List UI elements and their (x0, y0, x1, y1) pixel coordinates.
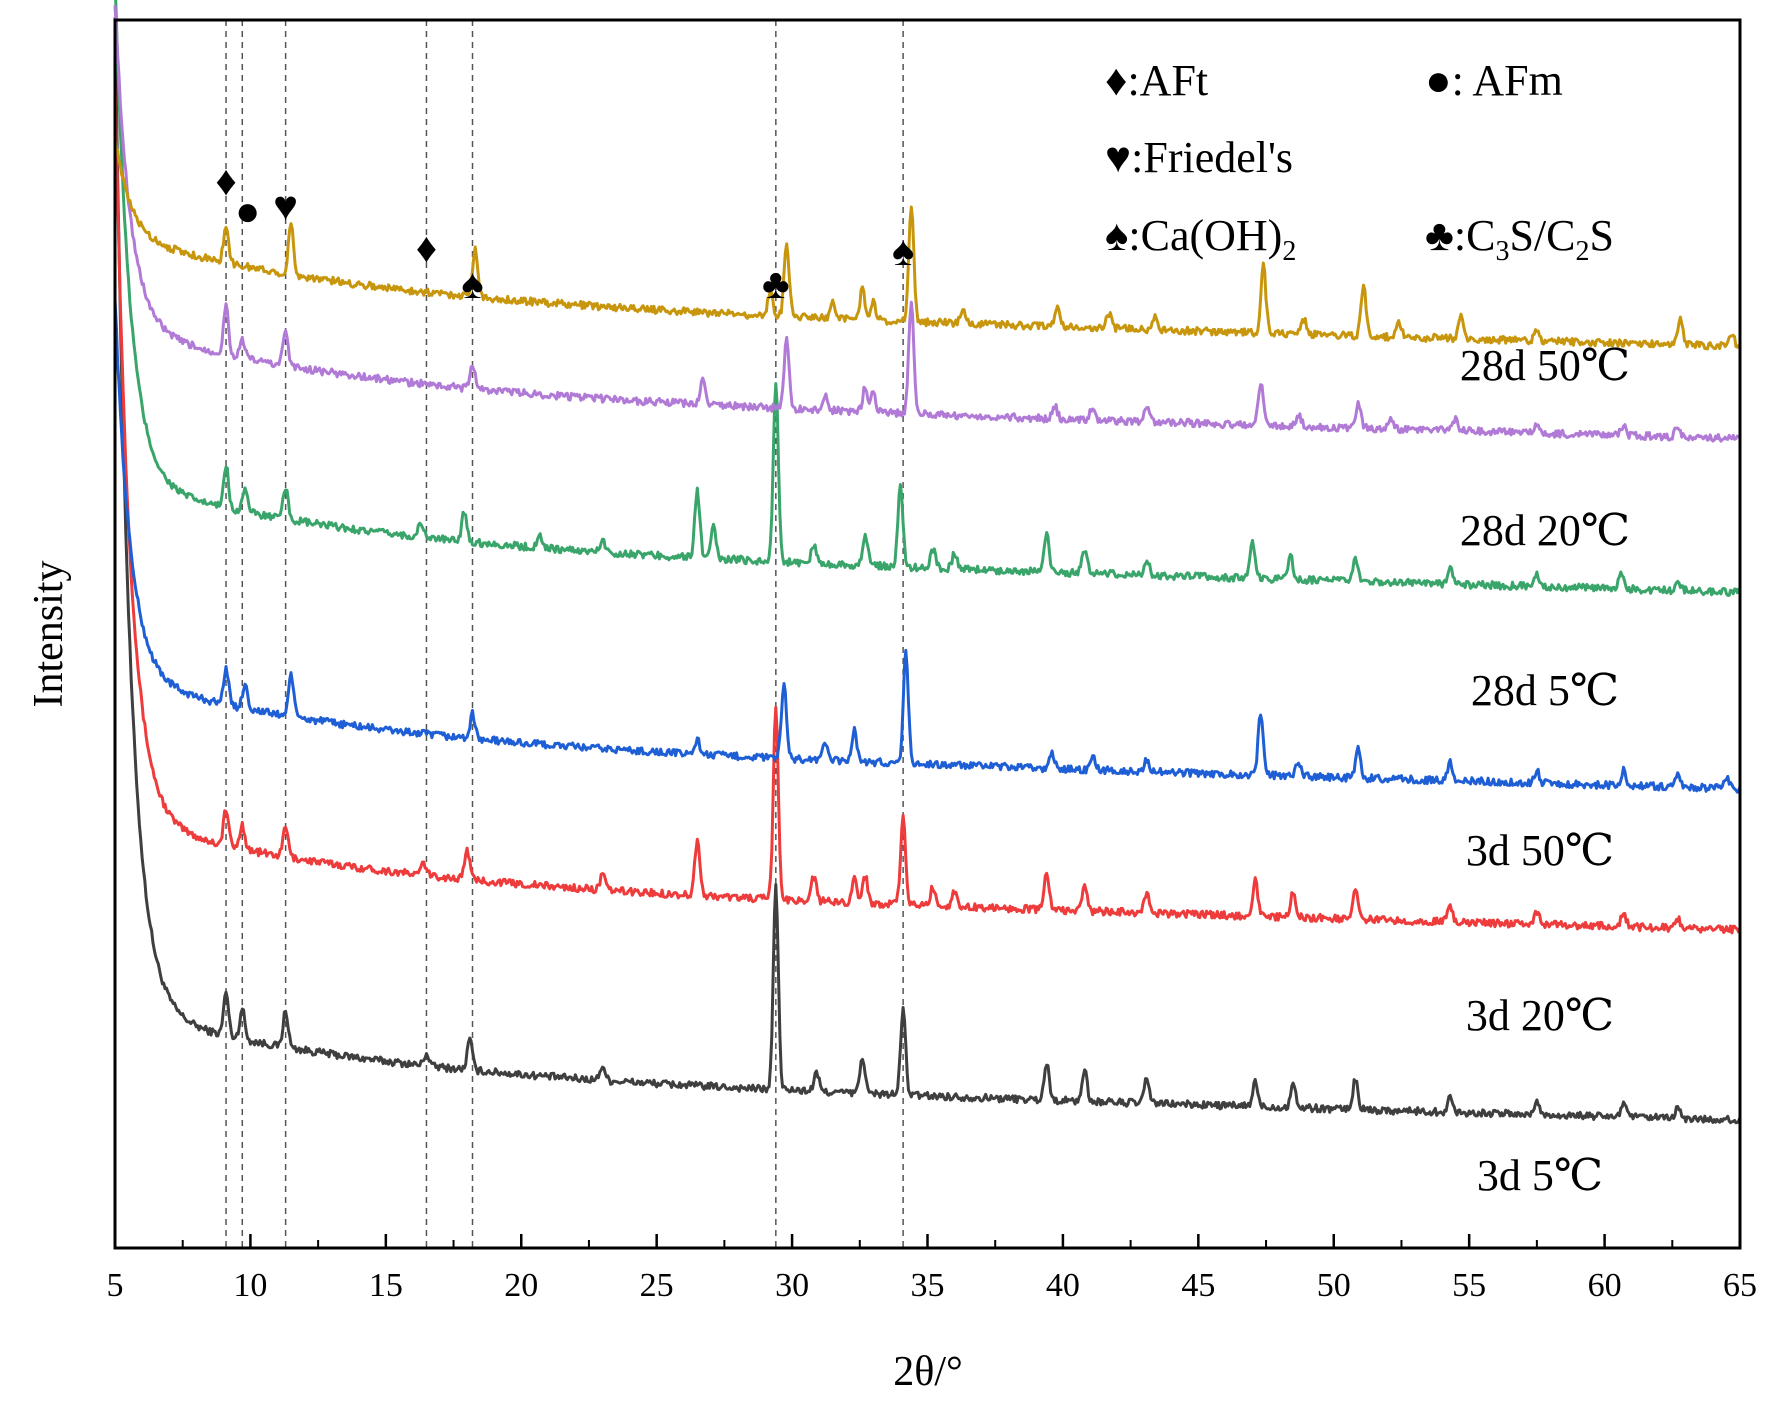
legend-afm: ●: AFm (1425, 56, 1563, 105)
series-label: 28d 5℃ (1471, 666, 1619, 715)
phase-marker: ♦ (215, 159, 236, 205)
phase-markers: ♦♦● ♥♠♠♣ (215, 159, 914, 308)
phase-marker: ● (235, 189, 260, 235)
legend-c3s-text3: S (1590, 211, 1614, 260)
legend-afm-symbol: ● (1425, 56, 1452, 105)
legend-aft-text: :AFt (1127, 56, 1208, 105)
series-label: 28d 20℃ (1460, 506, 1630, 555)
x-tick-label: 10 (233, 1267, 267, 1304)
legend-c2s-sub: 2 (1576, 236, 1590, 267)
phase-legend: ♦:AFt ●: AFm ♥:Friedel's ♠:Ca(OH)2 ♣:C3S… (1105, 56, 1614, 267)
phase-marker: ♣ (762, 262, 790, 308)
series-label: 3d 20℃ (1466, 991, 1614, 1040)
legend-caoh2-sub: 2 (1282, 236, 1296, 267)
legend-friedels-symbol: ♥ (1105, 133, 1131, 182)
x-tick-label: 5 (107, 1267, 124, 1304)
legend-caoh2: ♠:Ca(OH)2 (1105, 211, 1296, 267)
legend-aft-symbol: ♦ (1105, 56, 1127, 105)
x-axis: 5 10 15 20 25 30 35 40 45 50 55 60 65 (107, 1234, 1757, 1304)
legend-caoh2-symbol: ♠ (1105, 211, 1128, 260)
x-tick-label: 20 (504, 1267, 538, 1304)
series-line (113, 17, 1742, 1125)
series-label: 28d 50℃ (1460, 341, 1630, 390)
legend-c3s-sub: 3 (1495, 236, 1509, 267)
phase-marker: ♦ (416, 226, 437, 272)
series-label: 3d 50℃ (1466, 826, 1614, 875)
phase-marker: ♠ (461, 262, 483, 308)
legend-caoh2-text: :Ca(OH) (1128, 211, 1282, 260)
x-tick-label: 65 (1723, 1267, 1757, 1304)
legend-c3s-symbol: ♣ (1425, 211, 1454, 260)
legend-afm-text: : AFm (1452, 56, 1563, 105)
x-tick-label: 25 (640, 1267, 674, 1304)
x-tick-label: 30 (775, 1267, 809, 1304)
legend-c3s-text: :C (1454, 211, 1496, 260)
series-line (113, 139, 1742, 351)
y-axis-title: Intensity (26, 561, 72, 708)
series-lines (113, 0, 1742, 1125)
x-tick-label: 45 (1181, 1267, 1215, 1304)
phase-marker: ♥ (273, 184, 298, 230)
x-tick-label: 55 (1452, 1267, 1486, 1304)
legend-c3s-c2s: ♣:C3S/C2S (1425, 211, 1614, 267)
legend-friedels: ♥:Friedel's (1105, 133, 1293, 182)
series-line (113, 78, 1741, 935)
x-tick-label: 60 (1588, 1267, 1622, 1304)
x-tick-label: 40 (1046, 1267, 1080, 1304)
legend-aft: ♦:AFt (1105, 56, 1208, 105)
legend-friedels-text: :Friedel's (1131, 133, 1293, 182)
series-line (114, 0, 1742, 597)
x-tick-label: 35 (911, 1267, 945, 1304)
x-tick-label: 50 (1317, 1267, 1351, 1304)
x-tick-label: 15 (369, 1267, 403, 1304)
phase-marker: ♠ (892, 229, 914, 275)
series-label: 3d 5℃ (1477, 1151, 1603, 1200)
legend-c3s-text2: S/C (1509, 211, 1575, 260)
series-line (113, 299, 1742, 794)
series-labels: 3d 5℃ 3d 20℃ 3d 50℃ 28d 5℃ 28d 20℃ 28d 50℃ (1460, 341, 1630, 1200)
x-axis-title: 2θ/° (893, 1349, 963, 1395)
series-line (113, 5, 1741, 443)
